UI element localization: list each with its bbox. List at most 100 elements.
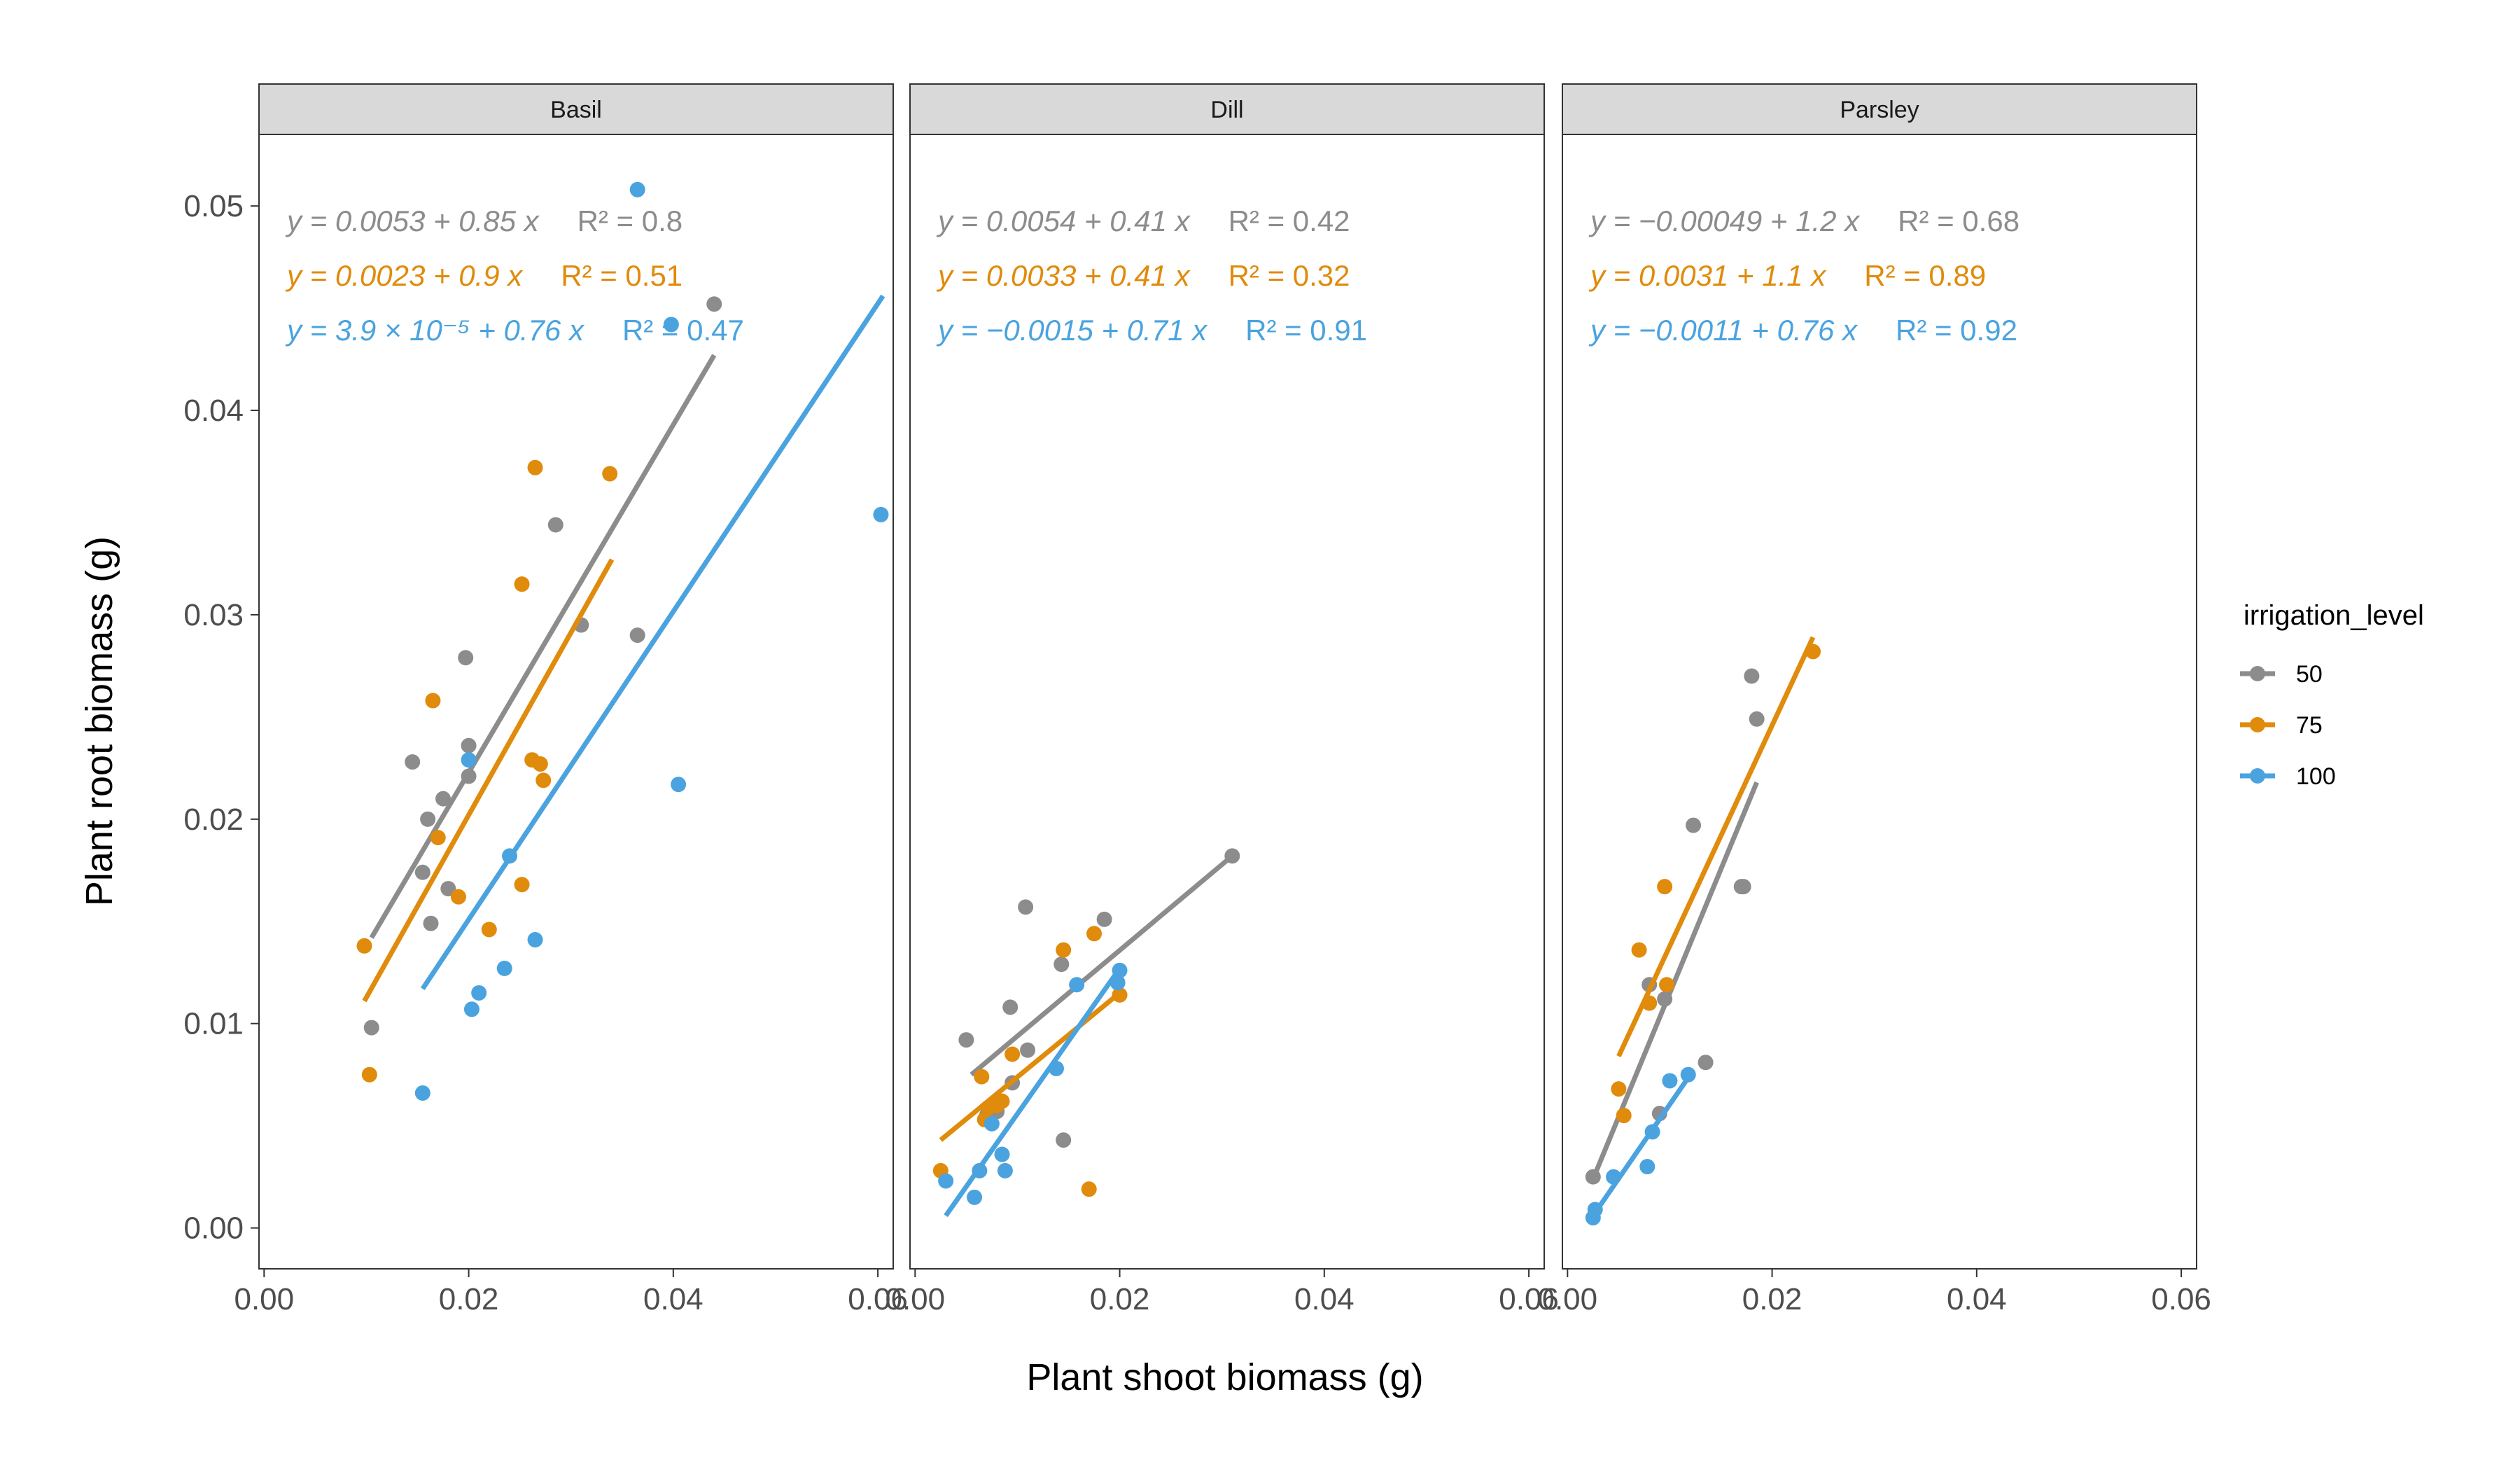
data-point (1018, 899, 1034, 915)
data-point (440, 881, 456, 897)
y-tick-label: 0.05 (183, 189, 244, 223)
data-point (1004, 1046, 1021, 1062)
regression-line (362, 558, 615, 1003)
series-100: y = −0.0015 + 0.71 x R² = 0.91 (936, 314, 1367, 1218)
data-point (967, 1189, 983, 1205)
x-tick-label: 0.04 (1947, 1282, 2007, 1316)
legend-entry-100: 100 (2240, 763, 2336, 790)
panel-frame (258, 134, 894, 1270)
regression-equation: y = 0.0033 + 0.41 x (936, 259, 1191, 292)
data-point (997, 1162, 1013, 1178)
x-tick-label: 0.04 (643, 1282, 704, 1316)
y-tick-label: 0.00 (183, 1211, 244, 1246)
panel-dill: Dill 0.00 0.02 0.04 0.06 y = 0.0054 + 0.41 x R… (885, 83, 1559, 1316)
x-tick-label: 0.02 (439, 1282, 499, 1316)
data-point (1657, 991, 1673, 1007)
regression-line (969, 854, 1234, 1077)
data-point (1657, 879, 1673, 895)
legend-entry-75: 75 (2240, 712, 2323, 739)
data-point (463, 1001, 479, 1017)
data-point (423, 915, 439, 931)
data-point (1611, 1081, 1627, 1097)
data-point (1002, 999, 1018, 1015)
series-100: y = −0.0011 + 0.76 x R² = 0.92 (1585, 314, 2017, 1226)
y-tick-label: 0.01 (183, 1007, 244, 1041)
data-point (1686, 817, 1702, 833)
legend-point-key (2250, 666, 2265, 681)
data-point (1081, 1181, 1097, 1197)
data-point (458, 650, 474, 666)
data-point (994, 1093, 1010, 1109)
r-squared-label: R² = 0.89 (1864, 259, 1986, 292)
data-point (958, 1032, 974, 1048)
facet-strip (258, 83, 894, 135)
panel-basil: Basil 0.00 0.02 0.04 0.06 0.00 0.01 0.02 0.03 0.0… (183, 83, 908, 1316)
data-point (1631, 942, 1647, 958)
x-tick-label: 0.02 (1742, 1282, 1802, 1316)
data-point (481, 922, 497, 938)
data-point (536, 772, 552, 788)
data-point (1585, 1169, 1601, 1185)
data-point (356, 938, 372, 954)
x-tick-label: 0.00 (1537, 1282, 1597, 1316)
data-point (471, 985, 487, 1001)
r-squared-label: R² = 0.91 (1245, 314, 1367, 347)
x-tick-label: 0.00 (885, 1282, 945, 1316)
series-50: y = −0.00049 + 1.2 x R² = 0.68 (1585, 204, 2019, 1185)
x-axis-title: Plant shoot biomass (g) (1026, 1356, 1423, 1398)
data-point (994, 1146, 1010, 1162)
facet-label: Basil (550, 97, 602, 123)
data-point (430, 830, 446, 846)
data-point (405, 754, 421, 770)
data-point (461, 752, 477, 768)
data-point (1749, 711, 1765, 727)
y-tick-label: 0.02 (183, 802, 244, 837)
legend-label: 50 (2296, 661, 2323, 688)
regression-equation: y = −0.0011 + 0.76 x (1588, 314, 1858, 347)
legend-title: irrigation_level (2244, 600, 2424, 631)
x-tick-label: 0.04 (1294, 1282, 1354, 1316)
data-point (420, 811, 436, 827)
data-point (502, 848, 518, 864)
data-point (414, 1085, 430, 1101)
regression-line (1590, 1073, 1693, 1218)
r-squared-label: R² = 0.68 (1898, 204, 2019, 237)
series-50: y = 0.0054 + 0.41 x R² = 0.42 (936, 204, 1350, 1148)
data-point (1680, 1066, 1696, 1083)
regression-line (1616, 636, 1816, 1057)
legend: irrigation_level 50 75 100 (2240, 600, 2424, 790)
data-point (983, 1115, 1000, 1132)
r-squared-label: R² = 0.8 (578, 204, 683, 237)
series-75: y = 0.0023 + 0.9 x R² = 0.51 (285, 259, 682, 1083)
data-point (706, 296, 722, 312)
r-squared-label: R² = 0.47 (622, 314, 744, 347)
legend-label: 75 (2296, 712, 2323, 739)
data-point (1659, 977, 1675, 993)
data-point (1616, 1108, 1632, 1124)
data-point (361, 1066, 377, 1083)
data-point (527, 459, 543, 475)
y-tick-label: 0.03 (183, 598, 244, 632)
data-point (602, 466, 618, 482)
data-point (527, 932, 543, 948)
r-squared-label: R² = 0.51 (561, 259, 682, 292)
legend-label: 100 (2296, 763, 2336, 790)
data-point (1744, 668, 1760, 684)
y-axis-title: Plant root biomass (g) (78, 536, 120, 906)
data-point (1587, 1202, 1603, 1218)
data-point (1662, 1073, 1678, 1089)
data-point (514, 877, 530, 893)
y-tick-label: 0.04 (183, 394, 244, 428)
regression-equation: y = 0.0054 + 0.41 x (936, 204, 1191, 237)
facet-strip (909, 83, 1545, 135)
data-point (363, 1020, 379, 1036)
data-point (1069, 977, 1085, 993)
r-squared-label: R² = 0.32 (1228, 259, 1350, 292)
data-point (425, 693, 441, 709)
data-point (1110, 975, 1126, 991)
legend-point-key (2250, 768, 2265, 784)
legend-entries: 50 75 100 (2240, 661, 2336, 790)
